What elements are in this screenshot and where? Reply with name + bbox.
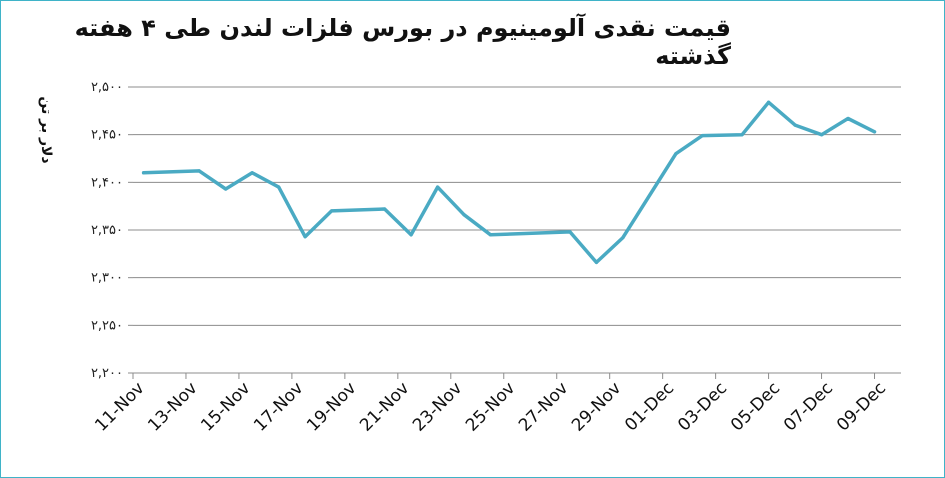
- data-point: [793, 123, 797, 127]
- y-tick-labels: ۲,۲۰۰ ۲,۲۵۰ ۲,۳۰۰ ۲,۳۵۰ ۲,۴۰۰ ۲,۴۵۰ ۲,۵۰۰: [91, 80, 123, 381]
- grid-layer: [133, 86, 901, 326]
- x-tick-label: 25-Nov: [462, 378, 519, 435]
- x-tick-label: 05-Dec: [727, 378, 784, 435]
- x-tick-label: 21-Nov: [356, 378, 413, 435]
- data-point: [846, 116, 850, 121]
- series-layer: [141, 100, 877, 265]
- data-point: [224, 187, 228, 191]
- y-tick-label: ۲,۲۵۰: [91, 318, 123, 333]
- data-point: [594, 260, 599, 265]
- x-tick-label: 09-Dec: [833, 378, 890, 435]
- y-tick-label: ۲,۵۰۰: [91, 80, 123, 95]
- chart-title: قیمت نقدی آلومینیوم در بورس فلزات لندن ط…: [74, 14, 731, 70]
- y-axis-title: دلار بر تن: [38, 96, 54, 163]
- data-point: [462, 213, 466, 217]
- x-tick-labels: 11-Nov13-Nov15-Nov17-Nov19-Nov21-Nov23-N…: [91, 378, 890, 435]
- data-point: [141, 171, 146, 175]
- data-point: [197, 169, 201, 173]
- x-tick-label: 07-Dec: [780, 378, 837, 435]
- data-point: [674, 152, 678, 156]
- data-point: [382, 207, 387, 211]
- x-tick-label: 15-Nov: [197, 378, 254, 435]
- x-tick-label: 19-Nov: [303, 378, 360, 435]
- data-point: [568, 230, 572, 234]
- x-tick-label: 01-Dec: [621, 378, 678, 435]
- data-point: [488, 233, 493, 237]
- data-point: [621, 236, 625, 240]
- data-point: [277, 185, 281, 189]
- data-point: [409, 233, 413, 237]
- x-tick-label: 23-Nov: [409, 378, 466, 435]
- x-tick-label: 27-Nov: [515, 378, 572, 435]
- y-tick-label: ۲,۳۵۰: [91, 223, 123, 238]
- data-point: [872, 130, 877, 134]
- data-point: [303, 235, 307, 239]
- data-point: [700, 134, 704, 138]
- data-point: [740, 133, 744, 137]
- data-point: [819, 133, 824, 137]
- y-tick-label: ۲,۴۰۰: [91, 175, 123, 190]
- data-point: [766, 100, 771, 104]
- y-tick-label: ۲,۴۵۰: [91, 128, 123, 143]
- data-point: [330, 209, 334, 213]
- x-tick-label: 03-Dec: [674, 378, 731, 435]
- data-point: [250, 171, 254, 175]
- x-tick-label: 29-Nov: [568, 378, 625, 435]
- y-tick-label: ۲,۳۰۰: [91, 271, 123, 286]
- x-tick-label: 11-Nov: [91, 378, 148, 435]
- axis-layer: [128, 86, 901, 379]
- x-tick-label: 13-Nov: [144, 378, 201, 435]
- x-tick-label: 17-Nov: [250, 378, 307, 435]
- y-tick-label: ۲,۲۰۰: [91, 366, 123, 381]
- data-point: [435, 185, 440, 189]
